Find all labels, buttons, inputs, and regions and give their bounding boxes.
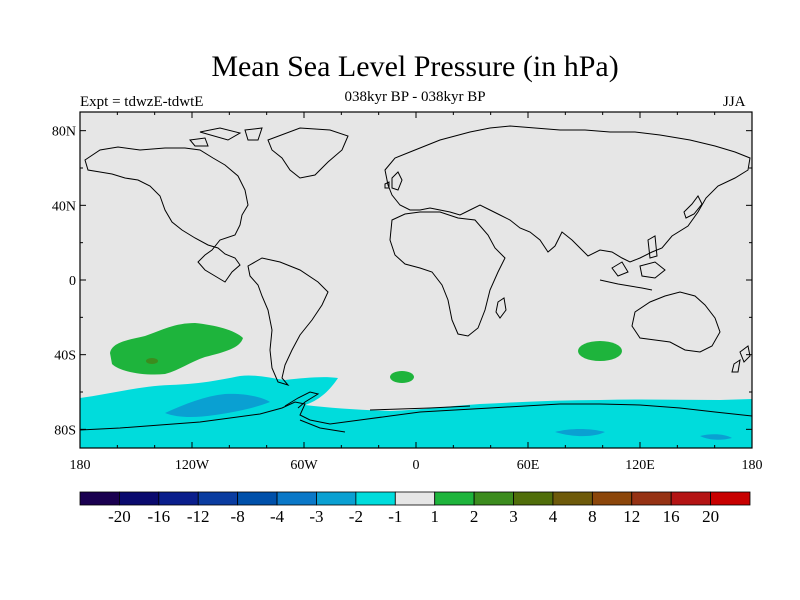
colorbar-swatch bbox=[670, 491, 711, 506]
y-tick-label: 0 bbox=[69, 274, 76, 289]
colorbar-label: 3 bbox=[509, 507, 518, 526]
colorbar-label: 2 bbox=[470, 507, 479, 526]
colorbar-label: -1 bbox=[388, 507, 402, 526]
season-label: JJA bbox=[723, 94, 746, 110]
south-indian-positive-anomaly bbox=[578, 341, 622, 361]
greenland-coastline bbox=[267, 127, 349, 179]
colorbar-swatch bbox=[158, 491, 199, 506]
colorbar-swatch bbox=[79, 491, 120, 506]
colorbar-swatch bbox=[591, 491, 633, 506]
antarctica-coastline bbox=[80, 401, 752, 431]
south-pacific-stronger-positive-core bbox=[146, 358, 158, 364]
colorbar-swatch bbox=[197, 491, 239, 506]
colorbar-swatch bbox=[119, 491, 160, 506]
colorbar-swatch bbox=[710, 491, 751, 506]
colorbar-label: -3 bbox=[309, 507, 323, 526]
y-tick-label: 80S bbox=[54, 423, 76, 438]
colorbar-swatch bbox=[355, 491, 396, 506]
colorbar-swatch bbox=[473, 491, 514, 506]
colorbar-label: -20 bbox=[108, 507, 131, 526]
experiment-label: Expt = tdwzE-tdwtE bbox=[80, 94, 204, 110]
x-tick-label: 180 bbox=[742, 458, 763, 473]
antarctic-ice-shelf-line bbox=[299, 405, 471, 433]
x-tick-label: 60W bbox=[290, 458, 318, 473]
southeast-asia-islands-coastline bbox=[599, 235, 666, 291]
x-tick-label: 120E bbox=[625, 458, 655, 473]
eurasia-coastline bbox=[384, 125, 751, 263]
new-zealand-coastline bbox=[731, 345, 751, 373]
coastlines bbox=[80, 125, 752, 433]
colorbar-label: 16 bbox=[663, 507, 680, 526]
colorbar-swatch bbox=[552, 491, 593, 506]
period-label: 038kyr BP - 038kyr BP bbox=[344, 89, 486, 105]
longitude-axis: 180 120W 60W 0 60E 120E 180 bbox=[70, 112, 763, 473]
colorbar-swatch bbox=[237, 491, 278, 506]
colorbar-swatch bbox=[631, 491, 672, 506]
colorbar-label: -16 bbox=[147, 507, 170, 526]
south-america-coastline bbox=[247, 257, 329, 386]
south-atlantic-positive-anomaly bbox=[390, 371, 414, 383]
southern-ocean-negative-patch-far-east bbox=[700, 434, 732, 440]
colorbar-swatch bbox=[434, 491, 475, 506]
colorbar-label: -2 bbox=[349, 507, 363, 526]
madagascar-coastline bbox=[495, 297, 507, 319]
latitude-axis: 80N 40N 0 40S 80S bbox=[52, 125, 752, 438]
colorbar-label: 1 bbox=[430, 507, 439, 526]
anomaly-fields bbox=[80, 323, 752, 448]
colorbar-label: 8 bbox=[588, 507, 597, 526]
x-tick-label: 60E bbox=[517, 458, 540, 473]
antarctic-peninsula-coastline bbox=[284, 391, 320, 409]
y-tick-label: 40N bbox=[52, 199, 76, 214]
australia-coastline bbox=[631, 291, 721, 353]
colorbar-label: 20 bbox=[702, 507, 719, 526]
southern-ocean-negative-patch-east bbox=[555, 429, 605, 437]
colorbar-label: 12 bbox=[623, 507, 640, 526]
colorbar: -20 -16 -12 -8 -4 -3 -2 -1 1 2 3 4 8 12 16 20 bbox=[79, 491, 751, 526]
colorbar-swatch bbox=[276, 491, 317, 506]
british-isles-coastline bbox=[384, 171, 403, 191]
southern-ocean-stronger-negative-patch bbox=[165, 393, 270, 418]
africa-coastline bbox=[389, 211, 506, 337]
arctic-islands-coastline bbox=[189, 127, 263, 147]
x-tick-label: 180 bbox=[70, 458, 91, 473]
colorbar-label: 4 bbox=[549, 507, 558, 526]
colorbar-swatch bbox=[394, 491, 436, 506]
japan-coastline bbox=[683, 195, 703, 219]
north-america-coastline bbox=[84, 146, 249, 283]
colorbar-label: -4 bbox=[270, 507, 285, 526]
x-tick-label: 120W bbox=[175, 458, 210, 473]
colorbar-swatch bbox=[513, 491, 554, 506]
colorbar-label: -12 bbox=[187, 507, 210, 526]
y-tick-label: 80N bbox=[52, 125, 76, 140]
plot-title: Mean Sea Level Pressure (in hPa) bbox=[211, 50, 619, 83]
x-tick-label: 0 bbox=[413, 458, 420, 473]
colorbar-label: -8 bbox=[231, 507, 245, 526]
colorbar-swatch bbox=[316, 491, 357, 506]
y-tick-label: 40S bbox=[54, 349, 76, 364]
south-pacific-positive-anomaly bbox=[110, 323, 243, 375]
